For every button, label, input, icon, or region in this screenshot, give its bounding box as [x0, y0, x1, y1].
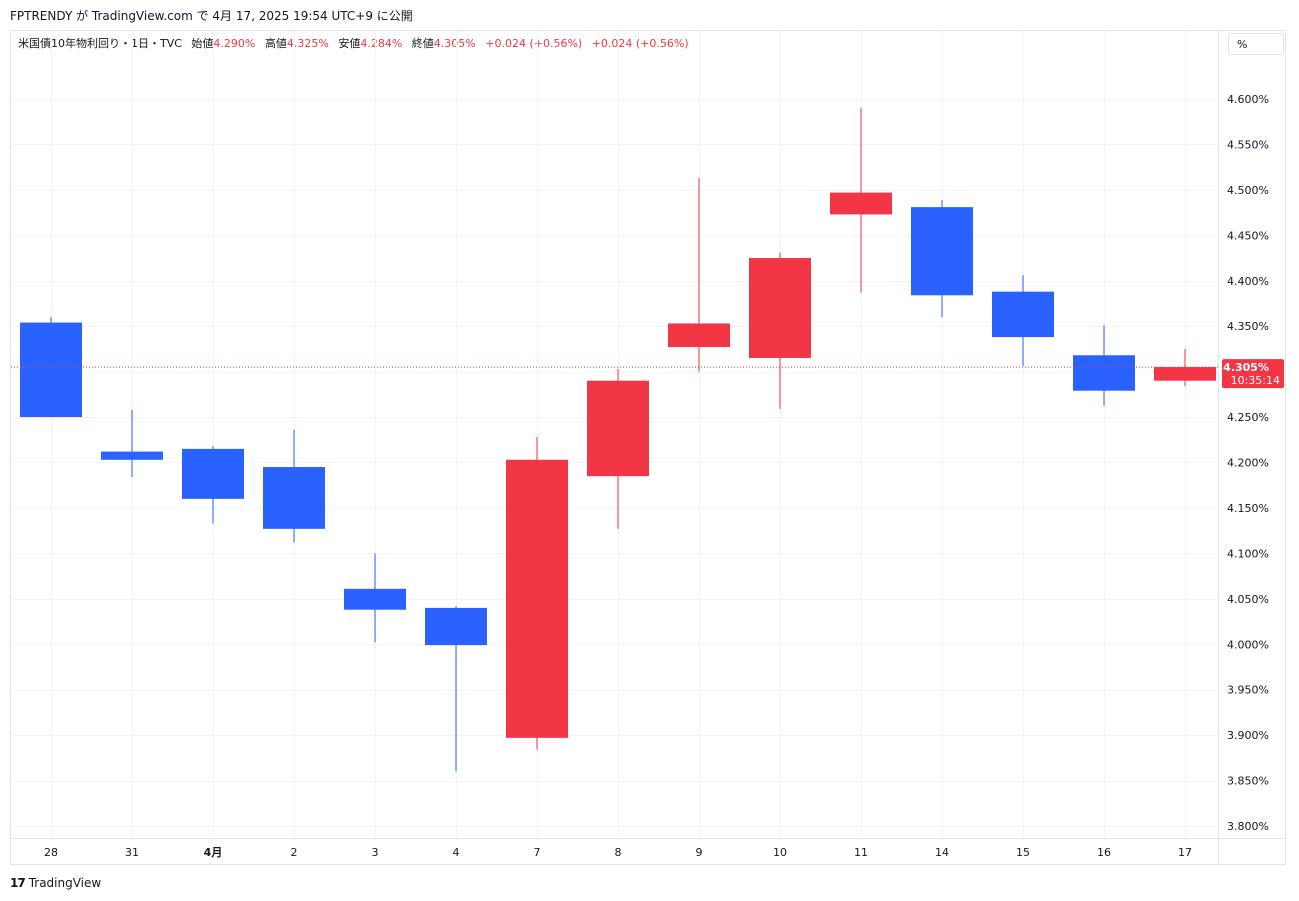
y-tick-label: 4.150%: [1227, 502, 1269, 515]
high-label: 高値: [264, 37, 287, 50]
candle-body: [830, 192, 892, 215]
candle-body: [20, 322, 82, 418]
y-tick-label: 4.350%: [1227, 320, 1269, 333]
candle-body: [182, 448, 244, 499]
y-tick-label: 4.000%: [1227, 638, 1269, 651]
y-tick-label: 4.050%: [1227, 593, 1269, 606]
x-tick-label: 15: [1016, 846, 1030, 859]
y-tick-label: 4.500%: [1227, 184, 1269, 197]
open-value: 4.290%: [213, 37, 256, 50]
current-price-tag: [1222, 359, 1284, 389]
candle-body: [749, 258, 811, 358]
change-percent-value: +0.024 (+0.56%): [591, 37, 689, 50]
y-tick-label: 4.600%: [1227, 93, 1269, 106]
y-tick-label: 4.550%: [1227, 138, 1269, 151]
candle-body: [263, 467, 325, 529]
price-scale-unit-button[interactable]: %: [1228, 33, 1284, 55]
x-tick-label: 10: [773, 846, 787, 859]
x-tick-label: 2: [291, 846, 298, 859]
change-value: +0.024 (+0.56%): [485, 37, 583, 50]
candle-body: [992, 291, 1054, 338]
current-price-label: 4.305%: [1223, 361, 1269, 374]
close-value: 4.305%: [433, 37, 476, 50]
candle-body: [668, 323, 730, 348]
x-tick-label: 3: [372, 846, 379, 859]
candle-body: [425, 607, 487, 646]
x-tick-label: 11: [854, 846, 868, 859]
y-tick-label: 4.450%: [1227, 229, 1269, 242]
candle-body: [1154, 367, 1216, 381]
x-tick-label: 8: [615, 846, 622, 859]
candle-body: [911, 207, 973, 296]
high-value: 4.325%: [286, 37, 329, 50]
y-tick-label: 3.900%: [1227, 729, 1269, 742]
chart-frame: [10, 30, 1286, 865]
symbol-title[interactable]: 米国債10年物利回り・1日・TVC: [18, 37, 182, 50]
bar-countdown-label: 10:35:14: [1231, 374, 1280, 387]
footer-brand-text[interactable]: TradingView: [28, 876, 102, 890]
x-tick-label: 4月: [204, 846, 223, 859]
symbol-legend: 米国債10年物利回り・1日・TVC 始値4.290% 高値4.325% 安値4.…: [18, 35, 689, 51]
low-label: 安値: [338, 37, 361, 50]
x-tick-label: 17: [1178, 846, 1192, 859]
x-tick-label: 9: [696, 846, 703, 859]
y-tick-label: 4.400%: [1227, 275, 1269, 288]
x-tick-label: 16: [1097, 846, 1111, 859]
close-label: 終値: [411, 37, 434, 50]
publish-attribution: FPTRENDY が TradingView.com で 4月 17, 2025…: [10, 9, 413, 23]
y-tick-label: 3.850%: [1227, 775, 1269, 788]
y-tick-label: 4.200%: [1227, 457, 1269, 470]
y-tick-label: 3.800%: [1227, 820, 1269, 833]
x-tick-label: 31: [125, 846, 139, 859]
x-tick-label: 4: [453, 846, 460, 859]
candle-body: [1073, 355, 1135, 391]
tradingview-logo-icon: 17: [10, 876, 26, 890]
x-tick-label: 28: [44, 846, 58, 859]
candle-body: [587, 380, 649, 477]
candle-body: [506, 459, 568, 738]
y-tick-label: 4.250%: [1227, 411, 1269, 424]
candle-body: [344, 588, 406, 610]
footer-branding: 17 TradingView: [10, 876, 101, 890]
candle-body: [101, 451, 163, 460]
x-tick-label: 7: [534, 846, 541, 859]
y-tick-label: 3.950%: [1227, 684, 1269, 697]
x-tick-label: 14: [935, 846, 949, 859]
low-value: 4.284%: [360, 37, 403, 50]
open-label: 始値: [191, 37, 214, 50]
y-tick-label: 4.100%: [1227, 547, 1269, 560]
